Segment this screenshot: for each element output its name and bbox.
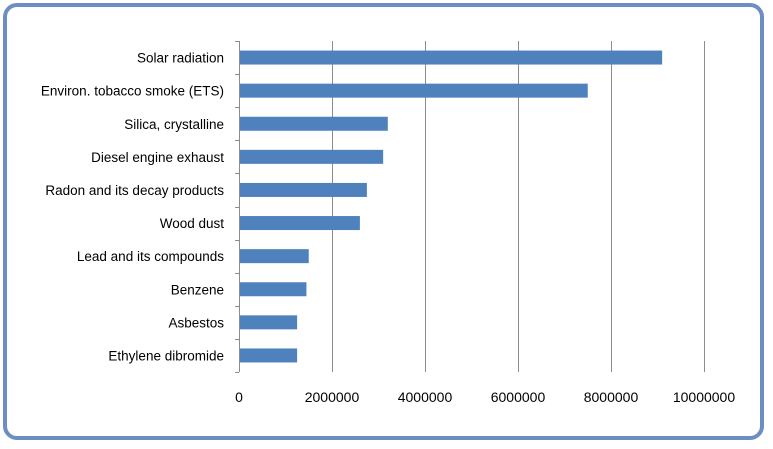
chart-frame (3, 3, 764, 440)
category-label: Solar radiation (137, 51, 224, 66)
category-label: Silica, crystalline (124, 117, 224, 132)
x-tick-label: 2000000 (305, 389, 360, 405)
x-tick-label: 10000000 (673, 389, 736, 405)
bar (240, 116, 388, 131)
category-label: Asbestos (168, 315, 224, 330)
x-tick-label: 4000000 (398, 389, 453, 405)
bar (240, 216, 360, 231)
bar (240, 315, 298, 330)
bar (240, 182, 367, 197)
x-tick-label: 8000000 (584, 389, 639, 405)
bar (240, 282, 307, 297)
category-label: Benzene (171, 282, 224, 297)
x-tick-label: 6000000 (491, 389, 546, 405)
category-label: Wood dust (160, 216, 225, 231)
bar (240, 348, 298, 363)
category-label: Radon and its decay products (45, 183, 224, 198)
bar (240, 83, 588, 98)
bar (240, 149, 384, 164)
bar (240, 249, 309, 264)
x-tick-label: 0 (235, 389, 243, 405)
category-label: Diesel engine exhaust (91, 150, 224, 165)
bar (240, 50, 663, 65)
category-label: Ethylene dibromide (108, 348, 224, 363)
category-label: Environ. tobacco smoke (ETS) (41, 84, 224, 99)
category-label: Lead and its compounds (77, 249, 224, 264)
